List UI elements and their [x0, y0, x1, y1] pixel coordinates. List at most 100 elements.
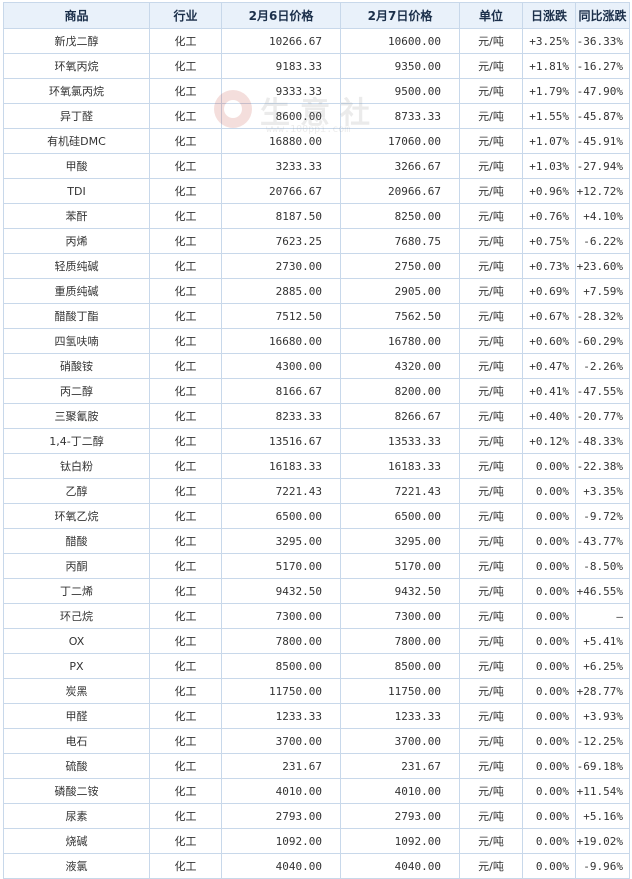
unit-cell: 元/吨	[459, 303, 523, 329]
price-feb7-cell: 8250.00	[340, 203, 460, 229]
product-name-cell[interactable]: 环己烷	[3, 603, 150, 629]
yoy-change-cell: +4.10%	[575, 203, 630, 229]
product-name-cell[interactable]: 轻质纯碱	[3, 253, 150, 279]
daily-change-cell: +1.03%	[522, 153, 576, 179]
product-name-cell[interactable]: 乙醇	[3, 478, 150, 504]
unit-cell: 元/吨	[459, 403, 523, 429]
product-name-cell[interactable]: 烧碱	[3, 828, 150, 854]
table-row: 丙二醇 化工 8166.67 8200.00 元/吨 +0.41% -47.55%	[3, 378, 630, 404]
price-feb7-cell: 231.67	[340, 753, 460, 779]
product-name-cell[interactable]: 液氯	[3, 853, 150, 879]
table-row: TDI 化工 20766.67 20966.67 元/吨 +0.96% +12.72%	[3, 178, 630, 204]
daily-change-cell: +0.76%	[522, 203, 576, 229]
price-feb7-cell: 4040.00	[340, 853, 460, 879]
daily-change-cell: +0.67%	[522, 303, 576, 329]
industry-cell: 化工	[149, 153, 222, 179]
industry-cell: 化工	[149, 753, 222, 779]
product-name-cell[interactable]: 环氧乙烷	[3, 503, 150, 529]
price-feb7-cell: 1233.33	[340, 703, 460, 729]
product-name-cell[interactable]: 丙酮	[3, 553, 150, 579]
product-name-cell[interactable]: OX	[3, 628, 150, 654]
table-row: 硝酸铵 化工 4300.00 4320.00 元/吨 +0.47% -2.26%	[3, 353, 630, 379]
yoy-change-cell: -43.77%	[575, 528, 630, 554]
table-row: 四氢呋喃 化工 16680.00 16780.00 元/吨 +0.60% -60.29%	[3, 328, 630, 354]
unit-cell: 元/吨	[459, 78, 523, 104]
industry-cell: 化工	[149, 328, 222, 354]
table-row: 丙烯 化工 7623.25 7680.75 元/吨 +0.75% -6.22%	[3, 228, 630, 254]
price-feb6-cell: 16880.00	[221, 128, 341, 154]
unit-cell: 元/吨	[459, 28, 523, 54]
price-feb6-cell: 8233.33	[221, 403, 341, 429]
product-name-cell[interactable]: 新戊二醇	[3, 28, 150, 54]
price-feb7-cell: 3700.00	[340, 728, 460, 754]
product-name-cell[interactable]: 丙二醇	[3, 378, 150, 404]
price-feb6-cell: 7221.43	[221, 478, 341, 504]
daily-change-cell: 0.00%	[522, 528, 576, 554]
product-name-cell[interactable]: 重质纯碱	[3, 278, 150, 304]
price-feb6-cell: 9183.33	[221, 53, 341, 79]
industry-cell: 化工	[149, 428, 222, 454]
product-name-cell[interactable]: 磷酸二铵	[3, 778, 150, 804]
price-feb7-cell: 3266.67	[340, 153, 460, 179]
product-name-cell[interactable]: 丁二烯	[3, 578, 150, 604]
price-feb6-cell: 3233.33	[221, 153, 341, 179]
product-name-cell[interactable]: 异丁醛	[3, 103, 150, 129]
yoy-change-cell: +11.54%	[575, 778, 630, 804]
product-name-cell[interactable]: 有机硅DMC	[3, 128, 150, 154]
product-name-cell[interactable]: TDI	[3, 178, 150, 204]
unit-cell: 元/吨	[459, 778, 523, 804]
product-name-cell[interactable]: PX	[3, 653, 150, 679]
price-feb6-cell: 8166.67	[221, 378, 341, 404]
industry-cell: 化工	[149, 128, 222, 154]
yoy-change-cell: -12.25%	[575, 728, 630, 754]
product-name-cell[interactable]: 电石	[3, 728, 150, 754]
product-name-cell[interactable]: 硝酸铵	[3, 353, 150, 379]
product-name-cell[interactable]: 硫酸	[3, 753, 150, 779]
price-feb6-cell: 1233.33	[221, 703, 341, 729]
yoy-change-cell: -60.29%	[575, 328, 630, 354]
product-name-cell[interactable]: 环氧丙烷	[3, 53, 150, 79]
product-name-cell[interactable]: 甲醛	[3, 703, 150, 729]
industry-cell: 化工	[149, 403, 222, 429]
unit-cell: 元/吨	[459, 828, 523, 854]
yoy-change-cell: —	[575, 603, 630, 629]
header-unit: 单位	[459, 2, 523, 29]
product-name-cell[interactable]: 1,4-丁二醇	[3, 428, 150, 454]
product-name-cell[interactable]: 钛白粉	[3, 453, 150, 479]
daily-change-cell: +0.40%	[522, 403, 576, 429]
product-name-cell[interactable]: 苯酐	[3, 203, 150, 229]
table-row: 钛白粉 化工 16183.33 16183.33 元/吨 0.00% -22.38%	[3, 453, 630, 479]
unit-cell: 元/吨	[459, 853, 523, 879]
price-feb7-cell: 7680.75	[340, 228, 460, 254]
unit-cell: 元/吨	[459, 728, 523, 754]
price-feb7-cell: 8500.00	[340, 653, 460, 679]
product-name-cell[interactable]: 甲酸	[3, 153, 150, 179]
table-row: 电石 化工 3700.00 3700.00 元/吨 0.00% -12.25%	[3, 728, 630, 754]
price-feb7-cell: 9500.00	[340, 78, 460, 104]
product-name-cell[interactable]: 尿素	[3, 803, 150, 829]
industry-cell: 化工	[149, 28, 222, 54]
yoy-change-cell: -8.50%	[575, 553, 630, 579]
header-daily-change: 日涨跌	[522, 2, 576, 29]
daily-change-cell: 0.00%	[522, 678, 576, 704]
product-name-cell[interactable]: 醋酸丁酯	[3, 303, 150, 329]
unit-cell: 元/吨	[459, 253, 523, 279]
daily-change-cell: 0.00%	[522, 803, 576, 829]
table-row: 新戊二醇 化工 10266.67 10600.00 元/吨 +3.25% -36.33%	[3, 28, 630, 54]
product-name-cell[interactable]: 四氢呋喃	[3, 328, 150, 354]
unit-cell: 元/吨	[459, 378, 523, 404]
daily-change-cell: 0.00%	[522, 603, 576, 629]
daily-change-cell: +0.41%	[522, 378, 576, 404]
header-product: 商品	[3, 2, 150, 29]
yoy-change-cell: +5.41%	[575, 628, 630, 654]
product-name-cell[interactable]: 三聚氰胺	[3, 403, 150, 429]
unit-cell: 元/吨	[459, 228, 523, 254]
product-name-cell[interactable]: 炭黑	[3, 678, 150, 704]
price-feb6-cell: 7800.00	[221, 628, 341, 654]
product-name-cell[interactable]: 环氧氯丙烷	[3, 78, 150, 104]
product-name-cell[interactable]: 丙烯	[3, 228, 150, 254]
yoy-change-cell: +5.16%	[575, 803, 630, 829]
product-name-cell[interactable]: 醋酸	[3, 528, 150, 554]
price-feb7-cell: 7300.00	[340, 603, 460, 629]
price-feb7-cell: 10600.00	[340, 28, 460, 54]
